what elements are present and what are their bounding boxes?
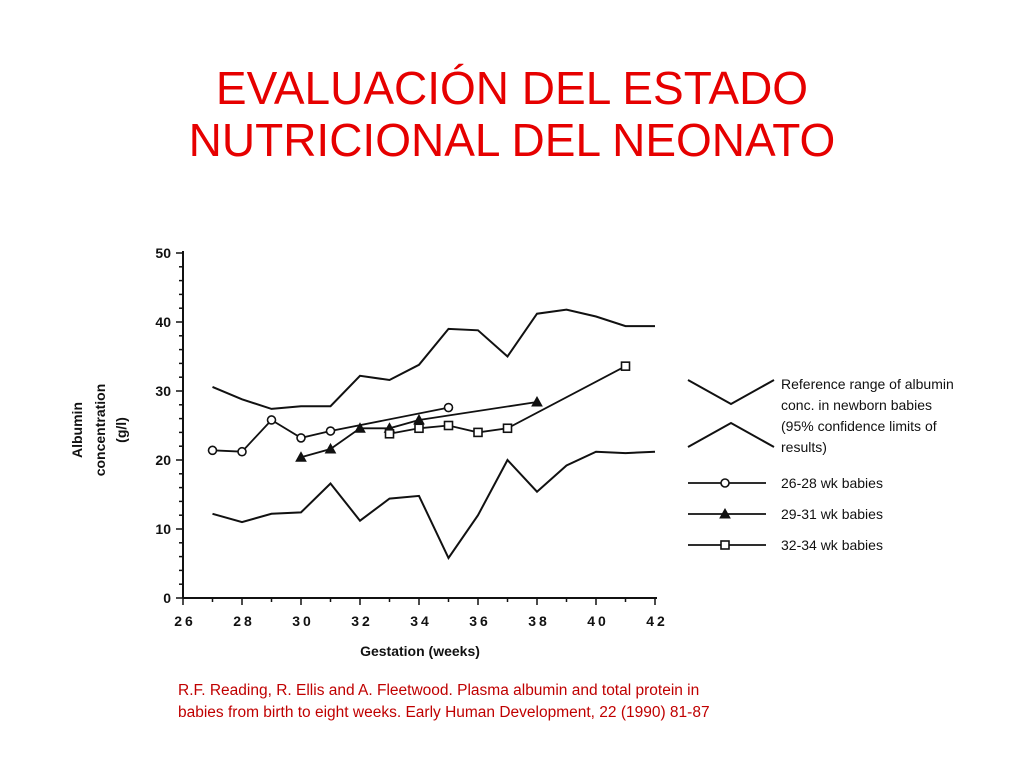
data-point-square xyxy=(384,428,395,439)
data-point-circle xyxy=(443,402,454,413)
legend-reference-label-line: Reference range of albumin xyxy=(781,376,954,392)
data-point-square xyxy=(502,423,513,434)
legend-marker-triangle xyxy=(719,507,731,519)
y-axis-title-line: Albumin xyxy=(69,402,85,458)
legend-label-square: 32-34 wk babies xyxy=(781,537,883,553)
legend-label-circle: 26-28 wk babies xyxy=(781,475,883,491)
data-point-square xyxy=(443,420,454,431)
y-tick-label: 20 xyxy=(155,452,171,468)
data-point-triangle xyxy=(531,396,543,407)
legend-reference-lower-symbol xyxy=(687,421,775,448)
x-tick-label: 28 xyxy=(233,613,255,629)
x-tick-label: 38 xyxy=(528,613,550,629)
legend-reference-label-line: results) xyxy=(781,439,827,455)
legend-reference-label-line: conc. in newborn babies xyxy=(781,397,932,413)
data-point-triangle xyxy=(295,451,307,462)
citation: R.F. Reading, R. Ellis and A. Fleetwood.… xyxy=(178,680,838,724)
series-line-circle xyxy=(212,406,449,453)
data-point-circle xyxy=(325,426,336,436)
slide-title: EVALUACIÓN DEL ESTADO NUTRICIONAL DEL NE… xyxy=(0,62,1024,166)
legend-reference-upper-symbol xyxy=(687,379,775,406)
y-axis-title-line: concentration xyxy=(92,384,108,477)
x-tick-label: 26 xyxy=(174,613,196,629)
data-point-square xyxy=(414,423,424,434)
data-point-circle xyxy=(207,445,218,456)
reference-upper-line xyxy=(212,308,655,410)
series-line-triangle xyxy=(300,401,538,459)
x-tick-label: 34 xyxy=(410,613,432,629)
slide-title-line2: NUTRICIONAL DEL NEONATO xyxy=(188,114,836,166)
x-tick-label: 36 xyxy=(469,613,491,629)
y-tick-label: 10 xyxy=(155,521,171,537)
y-tick-label: 50 xyxy=(155,245,171,261)
x-axis-title: Gestation (weeks) xyxy=(360,643,480,659)
x-tick-label: 42 xyxy=(646,613,668,629)
data-point-circle xyxy=(266,415,277,425)
data-point-square xyxy=(620,361,631,371)
y-tick-label: 0 xyxy=(163,590,171,606)
x-tick-label: 40 xyxy=(587,613,609,629)
slide-title-line1: EVALUACIÓN DEL ESTADO xyxy=(215,62,809,114)
legend-marker-square xyxy=(720,540,730,550)
x-tick-label: 30 xyxy=(292,613,314,629)
series-line-square xyxy=(389,365,626,435)
y-tick-label: 40 xyxy=(155,314,171,330)
data-point-triangle xyxy=(324,442,337,454)
citation-line2: babies from birth to eight weeks. Early … xyxy=(178,704,710,721)
data-point-circle xyxy=(237,446,247,457)
y-tick-label: 30 xyxy=(155,383,171,399)
data-point-triangle xyxy=(354,422,366,433)
reference-lower-line xyxy=(212,450,656,560)
data-point-circle xyxy=(296,433,306,443)
legend-reference-label-line: (95% confidence limits of xyxy=(781,418,937,434)
legend-label-triangle: 29-31 wk babies xyxy=(781,506,883,522)
legend-marker-circle xyxy=(720,478,730,488)
data-point-square xyxy=(473,427,483,438)
citation-line1: R.F. Reading, R. Ellis and A. Fleetwood.… xyxy=(178,682,700,699)
y-axis-title-line: (g/l) xyxy=(113,417,129,443)
x-tick-label: 32 xyxy=(351,613,373,629)
